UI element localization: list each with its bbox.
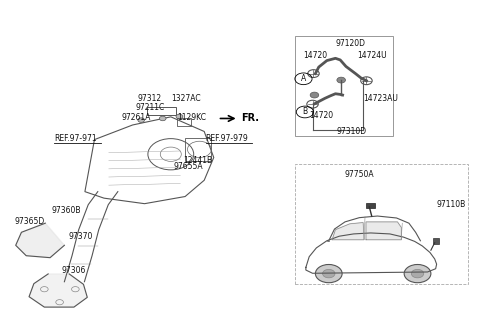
Text: 14723AU: 14723AU bbox=[363, 94, 398, 103]
Text: 97110B: 97110B bbox=[437, 200, 466, 210]
Text: B: B bbox=[302, 108, 308, 116]
Circle shape bbox=[138, 118, 144, 122]
Circle shape bbox=[404, 264, 431, 283]
Polygon shape bbox=[16, 223, 64, 258]
Text: 97365D: 97365D bbox=[15, 217, 45, 226]
Bar bbox=[366, 203, 375, 208]
Text: FR.: FR. bbox=[241, 113, 259, 123]
Circle shape bbox=[315, 264, 342, 283]
Text: 97370: 97370 bbox=[68, 232, 93, 241]
Circle shape bbox=[337, 77, 346, 83]
Text: 14720: 14720 bbox=[309, 111, 333, 120]
Bar bbox=[295, 164, 468, 284]
Text: 97312: 97312 bbox=[137, 94, 162, 103]
Circle shape bbox=[310, 92, 319, 98]
Text: A: A bbox=[301, 74, 306, 83]
Circle shape bbox=[411, 269, 424, 278]
Text: 97306: 97306 bbox=[61, 266, 85, 275]
Bar bbox=[295, 35, 393, 136]
Text: 97655A: 97655A bbox=[173, 162, 203, 171]
Text: 97120D: 97120D bbox=[336, 39, 365, 48]
Text: 97750A: 97750A bbox=[344, 170, 373, 179]
Circle shape bbox=[159, 116, 166, 121]
Text: 12441B: 12441B bbox=[184, 156, 213, 165]
Polygon shape bbox=[29, 274, 87, 307]
Circle shape bbox=[176, 114, 183, 119]
Bar bbox=[177, 118, 192, 126]
Text: 1129KC: 1129KC bbox=[177, 113, 206, 122]
Text: 97360B: 97360B bbox=[51, 206, 81, 215]
Text: REF.97-971: REF.97-971 bbox=[54, 134, 96, 143]
Text: 14720: 14720 bbox=[303, 51, 327, 60]
Text: 1327AC: 1327AC bbox=[171, 94, 201, 103]
Bar bbox=[433, 237, 440, 244]
Circle shape bbox=[323, 269, 335, 278]
Text: 14724U: 14724U bbox=[358, 51, 387, 60]
Text: 97310D: 97310D bbox=[337, 127, 367, 136]
Text: 97211C: 97211C bbox=[136, 103, 165, 112]
Polygon shape bbox=[332, 222, 364, 240]
Bar bbox=[185, 138, 211, 161]
Text: REF.97-979: REF.97-979 bbox=[205, 134, 248, 143]
Bar bbox=[147, 107, 176, 114]
Polygon shape bbox=[366, 222, 401, 240]
Text: 97261A: 97261A bbox=[121, 113, 151, 122]
